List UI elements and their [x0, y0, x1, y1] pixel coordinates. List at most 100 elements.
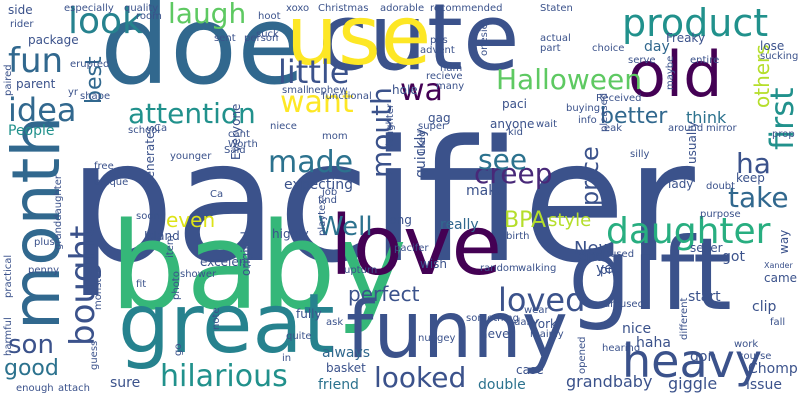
word: love — [330, 199, 502, 294]
word: haha — [636, 335, 671, 351]
word: small — [282, 85, 309, 96]
word: walking — [518, 263, 557, 274]
word: amused — [604, 299, 644, 310]
word: Halloween — [496, 63, 643, 96]
word: keep — [736, 171, 765, 185]
word: room — [136, 11, 162, 22]
word: go — [173, 343, 184, 356]
word: attention — [128, 97, 256, 130]
word: playtex — [317, 199, 328, 236]
word: liked — [417, 130, 428, 155]
word: seller — [690, 241, 723, 255]
word: funny — [346, 286, 568, 376]
word: ham — [440, 63, 463, 74]
word: Freaky — [666, 31, 706, 45]
word: pas — [430, 35, 448, 46]
word: nephew — [308, 85, 348, 96]
word: Xander — [764, 261, 793, 270]
word: choice — [592, 43, 625, 54]
word: came — [764, 271, 798, 285]
word: niece — [270, 121, 297, 132]
word: looked — [374, 361, 467, 394]
word: photo — [171, 271, 182, 300]
word: hoot — [258, 11, 281, 22]
word: package — [28, 33, 79, 47]
word: case — [516, 363, 544, 377]
word: info — [578, 115, 597, 126]
word: note — [211, 307, 222, 330]
word: yet — [596, 261, 619, 277]
word: Well — [318, 212, 373, 242]
word: fit — [136, 279, 147, 290]
word: Christmas — [318, 3, 369, 14]
word: Worth — [228, 139, 258, 150]
word: lose — [760, 39, 785, 53]
word: different — [679, 297, 690, 340]
word: think — [686, 108, 727, 127]
word: silly — [630, 149, 650, 160]
word: nuggey — [418, 333, 456, 344]
word: advent — [420, 45, 455, 56]
word: opened — [577, 336, 588, 374]
word: never — [480, 327, 515, 341]
word: excelent — [200, 255, 252, 269]
word: long — [386, 213, 412, 227]
word: school — [128, 125, 161, 136]
word: paci — [502, 97, 527, 111]
word: pleased — [599, 92, 610, 132]
word: Said — [224, 145, 246, 156]
word: monster — [93, 268, 104, 310]
word: style — [548, 210, 592, 231]
word: Ca — [154, 123, 168, 134]
word: maybe — [665, 55, 676, 90]
word: fall — [770, 317, 786, 328]
word: onesie — [479, 23, 490, 56]
word: younger — [170, 151, 212, 162]
word: part — [540, 43, 561, 54]
word: lady — [668, 177, 694, 191]
word: really — [440, 217, 479, 233]
word: paired — [3, 64, 14, 96]
word: even — [166, 208, 216, 232]
word: daughter — [606, 211, 771, 252]
word: laughter — [385, 103, 396, 146]
word: good — [4, 356, 59, 381]
word: idea — [8, 91, 77, 129]
word: giggle — [668, 374, 718, 393]
word: highly — [272, 227, 309, 241]
word: York — [532, 317, 557, 331]
word: sent — [214, 33, 236, 44]
word: soon — [136, 211, 160, 222]
word: guess — [89, 340, 100, 370]
word: doe — [100, 0, 305, 109]
word: person — [244, 33, 279, 44]
word: especially — [64, 3, 114, 14]
word: something — [466, 313, 519, 324]
word: basket — [326, 361, 366, 375]
word: double — [478, 377, 526, 393]
word: recommended — [430, 3, 503, 14]
word: enough — [16, 383, 54, 394]
word: shape — [80, 91, 111, 102]
word: loved — [498, 281, 586, 319]
word: old — [628, 38, 723, 111]
word: around — [668, 123, 704, 134]
word: shower — [180, 269, 217, 280]
word: many — [436, 81, 465, 92]
word: hole — [392, 83, 418, 97]
word: rider — [10, 19, 34, 30]
word: day — [644, 39, 670, 55]
word: great — [118, 277, 335, 372]
word: cute — [318, 0, 520, 91]
word: item — [165, 235, 176, 258]
word: anyone — [490, 117, 535, 131]
word: mom — [322, 131, 348, 142]
word: xoxo — [286, 3, 310, 14]
word: hearing — [602, 343, 641, 354]
word: People — [8, 123, 55, 139]
word: erupted — [70, 59, 110, 70]
word: parent — [16, 77, 56, 91]
word: doubt — [706, 181, 736, 192]
word: harmful — [3, 317, 14, 356]
word: plus — [34, 237, 55, 248]
